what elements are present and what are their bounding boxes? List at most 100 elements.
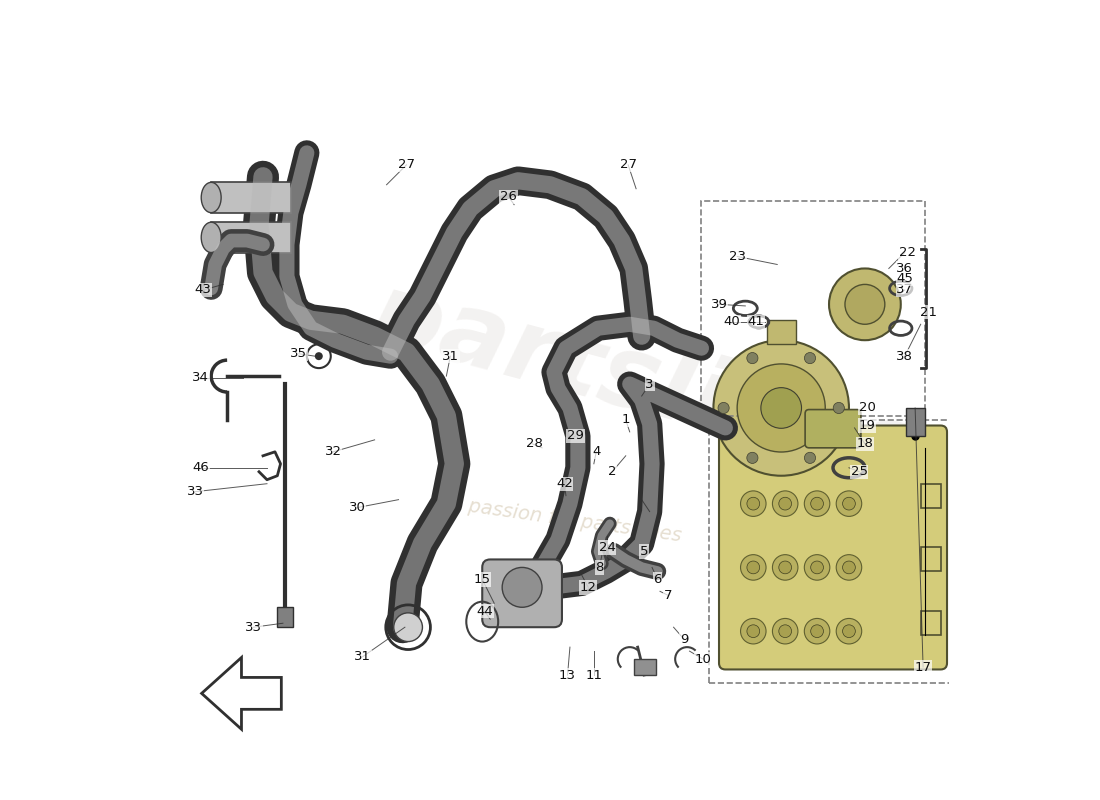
Text: 36: 36 [896,262,913,275]
Text: 19: 19 [859,419,876,432]
FancyBboxPatch shape [805,410,861,448]
Circle shape [740,491,766,516]
Text: 5: 5 [640,545,648,558]
Circle shape [836,491,861,516]
Text: 43: 43 [195,283,211,297]
Circle shape [843,625,856,638]
Text: 33: 33 [187,485,204,498]
Text: 46: 46 [192,462,209,474]
Circle shape [747,452,758,463]
Text: 12: 12 [580,581,597,594]
Text: 42: 42 [556,478,573,490]
Bar [211,222,290,253]
Text: 28: 28 [526,438,542,450]
Text: 27: 27 [398,158,415,171]
Text: 40: 40 [724,315,740,328]
Bar [921,547,940,571]
Circle shape [833,402,845,414]
Circle shape [804,491,829,516]
Circle shape [740,618,766,644]
Text: 25: 25 [850,466,868,478]
Bar [702,201,925,416]
Text: a passion for parts.lines: a passion for parts.lines [449,494,683,546]
Circle shape [772,554,798,580]
Bar [921,611,940,635]
Circle shape [829,269,901,340]
Circle shape [845,285,884,324]
Text: 6: 6 [653,573,662,586]
Bar [767,320,795,344]
Circle shape [747,353,758,364]
Text: 30: 30 [349,501,365,514]
Circle shape [315,352,322,360]
Circle shape [836,618,861,644]
Text: 35: 35 [290,347,307,360]
Text: 31: 31 [354,650,371,663]
Circle shape [747,625,760,638]
Circle shape [804,353,815,364]
Text: 31: 31 [442,350,459,362]
Circle shape [503,567,542,607]
Text: 38: 38 [896,350,913,362]
Text: 37: 37 [896,283,913,297]
Circle shape [804,618,829,644]
Bar [211,182,290,213]
Text: 3: 3 [646,378,653,390]
Circle shape [779,498,792,510]
FancyBboxPatch shape [719,426,947,670]
Text: 24: 24 [600,541,616,554]
Text: 44: 44 [476,605,493,618]
Ellipse shape [201,222,221,253]
Text: 20: 20 [859,402,876,414]
Circle shape [843,561,856,574]
Text: 26: 26 [500,190,517,203]
Text: 21: 21 [921,306,937,319]
Text: 15: 15 [474,573,491,586]
Text: 39: 39 [711,298,727,311]
Text: partslines: partslines [361,264,931,504]
Text: 34: 34 [192,371,209,384]
Circle shape [811,498,824,510]
Ellipse shape [201,182,221,213]
Circle shape [761,388,802,428]
Circle shape [811,561,824,574]
Text: 10: 10 [694,653,712,666]
Text: 45: 45 [896,272,913,286]
Text: 23: 23 [729,250,746,263]
Text: 18: 18 [857,438,873,450]
Text: 2: 2 [608,466,616,478]
Text: 9: 9 [680,633,689,646]
Circle shape [804,452,815,463]
Circle shape [779,561,792,574]
Circle shape [740,554,766,580]
Bar [921,484,940,508]
Circle shape [804,554,829,580]
Bar [905,408,925,436]
Text: 1: 1 [621,414,630,426]
Text: 27: 27 [619,158,637,171]
Text: 17: 17 [914,661,932,674]
Text: 29: 29 [568,430,584,442]
Circle shape [737,364,825,452]
Text: 4: 4 [592,446,601,458]
Bar [277,607,294,627]
Circle shape [779,625,792,638]
Circle shape [772,491,798,516]
Circle shape [718,402,729,414]
Circle shape [714,340,849,476]
Circle shape [394,613,422,642]
Bar [634,659,656,675]
Circle shape [747,561,760,574]
Text: 32: 32 [324,446,342,458]
Text: 22: 22 [899,246,915,259]
Bar [710,420,957,683]
FancyBboxPatch shape [482,559,562,627]
Circle shape [836,554,861,580]
Text: 8: 8 [595,561,604,574]
Text: 41: 41 [747,315,764,328]
Text: 11: 11 [585,669,603,682]
Text: 33: 33 [245,621,262,634]
Text: 13: 13 [559,669,576,682]
Circle shape [843,498,856,510]
Circle shape [772,618,798,644]
